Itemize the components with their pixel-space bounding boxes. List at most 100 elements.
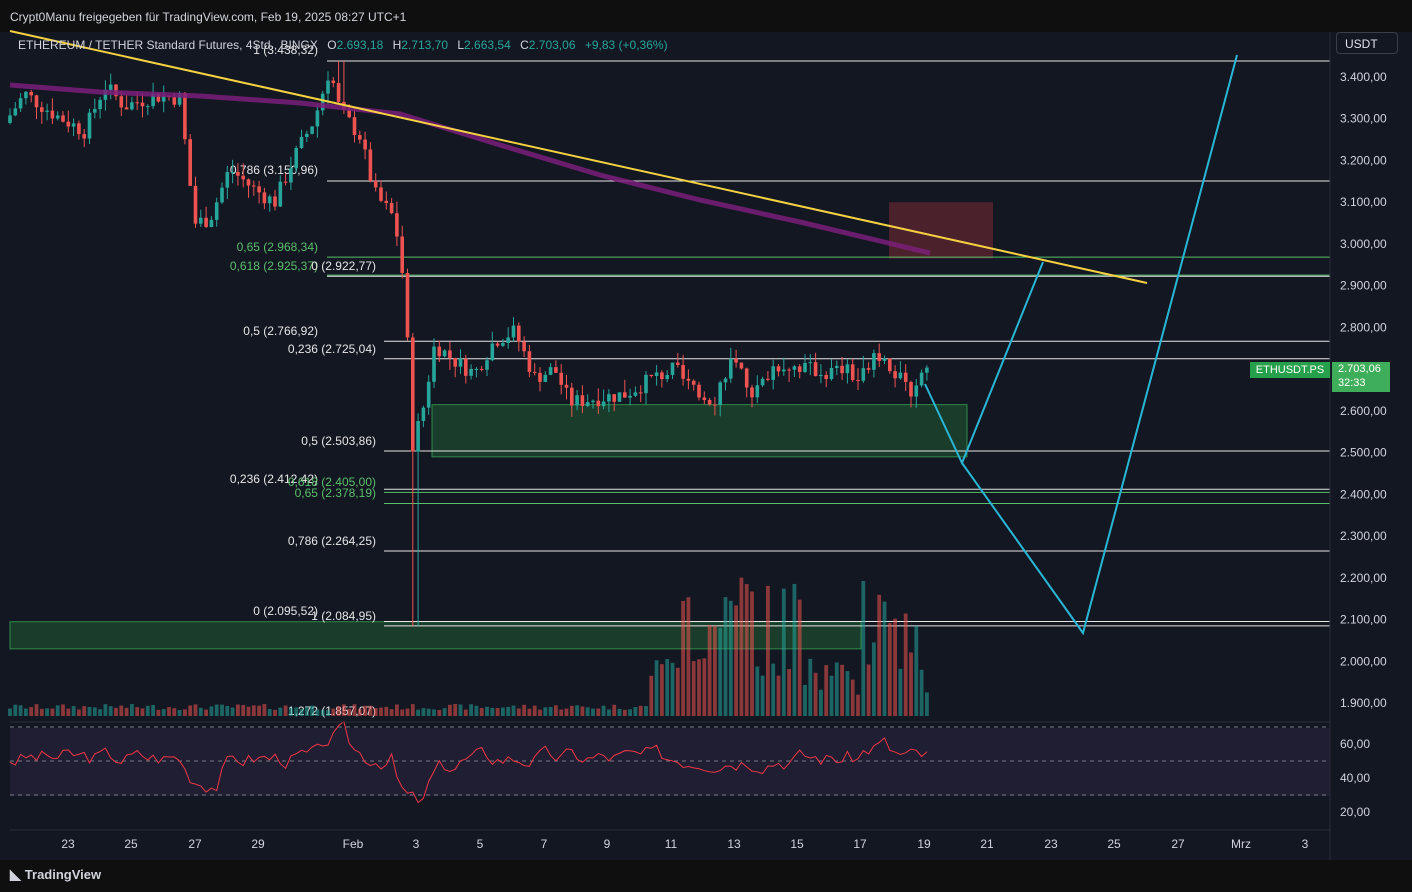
candle-body: [45, 110, 49, 112]
candle-body: [358, 135, 362, 140]
volume-bar: [326, 709, 330, 716]
price-tick-label: 2.400,00: [1340, 487, 1387, 501]
candle-body: [829, 367, 834, 380]
candle-body: [575, 395, 579, 406]
candle-body: [352, 117, 357, 136]
candle-body: [686, 378, 691, 381]
candle-body: [649, 374, 654, 377]
volume-bar: [357, 709, 362, 716]
volume-bar: [463, 709, 468, 716]
volume-bar: [617, 708, 622, 716]
volume-bar: [644, 706, 648, 716]
candle-body: [379, 187, 383, 201]
candle-body: [326, 80, 330, 94]
volume-bar: [347, 708, 352, 716]
tradingview-logo[interactable]: ◣ TradingView: [10, 866, 101, 883]
volume-bar: [660, 664, 664, 716]
time-tick-label: 5: [477, 837, 484, 851]
fib-label-0: 1 (3.438,32): [253, 43, 318, 57]
volume-bar: [246, 706, 251, 716]
candle-body: [252, 185, 256, 187]
candle-body: [50, 110, 55, 119]
candle-body: [140, 102, 145, 107]
candle-body: [750, 387, 754, 398]
fib-label-7: 0,5 (2.503,86): [301, 434, 376, 448]
candle-body: [18, 98, 23, 109]
candle-body: [538, 372, 542, 382]
close-label: C: [520, 38, 529, 52]
candle-body: [273, 196, 277, 207]
volume-bar: [98, 709, 102, 716]
candle-body: [241, 175, 245, 180]
volume-bar: [294, 707, 299, 716]
candle-body: [607, 394, 611, 402]
volume-bar: [776, 675, 781, 716]
candle-body: [71, 123, 76, 127]
fib-label-8: 0,236 (2.412,42): [230, 472, 318, 486]
supply-zone: [889, 202, 993, 259]
candle-body: [718, 382, 722, 405]
candle-body: [888, 358, 892, 372]
candle-body: [702, 397, 707, 400]
price-tick-label: 3.200,00: [1340, 153, 1387, 167]
currency-button[interactable]: USDT: [1336, 32, 1398, 54]
candle-body: [146, 106, 150, 108]
low-value: 2.663,54: [464, 38, 511, 52]
candle-body: [776, 366, 781, 372]
volume-bar: [903, 613, 908, 716]
candle-body: [193, 185, 198, 224]
volume-bar: [675, 667, 680, 716]
candle-body: [808, 362, 813, 364]
candle-body: [77, 123, 81, 135]
volume-bar: [50, 708, 55, 716]
candle-body: [199, 217, 203, 224]
time-tick-label: 3: [1302, 837, 1309, 851]
volume-bar: [45, 708, 49, 716]
candle-body: [877, 353, 881, 361]
volume-bar: [289, 707, 293, 716]
fib-label-3: 0,618 (2.925,37): [230, 259, 318, 273]
candle-body: [623, 392, 627, 398]
candle-body: [108, 84, 113, 90]
volume-bar: [183, 709, 187, 716]
candle-body: [882, 358, 887, 361]
volume-bar: [787, 669, 791, 716]
volume-bar: [241, 705, 246, 716]
volume-bar: [39, 708, 44, 716]
candle-body: [262, 192, 267, 204]
candle-body: [363, 139, 367, 150]
fib-label-12: 0 (2.095,52): [253, 604, 318, 618]
candle-body: [437, 346, 442, 357]
candle-body: [40, 107, 44, 112]
volume-bar: [331, 708, 336, 716]
candle-body: [124, 107, 129, 110]
candle-body: [368, 149, 373, 181]
time-tick-label: 27: [188, 837, 202, 851]
candle-body: [734, 358, 738, 363]
symbol-name[interactable]: ETHEREUM / TETHER Standard Futures, 4Std…: [18, 38, 318, 52]
descending-trendline: [9, 30, 1148, 284]
fib-label-11: 0,786 (2.264,25): [288, 534, 376, 548]
candle-body: [331, 80, 336, 84]
candle-body: [315, 110, 320, 127]
candle-body: [432, 346, 436, 382]
tradingview-brand: TradingView: [24, 867, 102, 882]
volume-bar: [633, 707, 638, 716]
candle-body: [628, 395, 632, 398]
candle-body: [230, 171, 235, 173]
volume-bar: [135, 707, 140, 716]
volume-bar: [416, 709, 420, 716]
candle-body: [792, 366, 797, 370]
candle-body: [289, 168, 293, 183]
candle-body: [283, 181, 288, 183]
price-tag-price: 2.703,06: [1338, 363, 1381, 375]
volume-bar: [887, 622, 892, 716]
volume-bar: [389, 709, 394, 716]
volume-bar: [368, 705, 373, 716]
candle-body: [771, 366, 775, 380]
candle-body: [426, 381, 431, 408]
price-tick-label: 3.000,00: [1340, 237, 1387, 251]
volume-bar: [469, 704, 473, 716]
volume-bar: [909, 652, 913, 716]
time-tick-label: 15: [790, 837, 804, 851]
